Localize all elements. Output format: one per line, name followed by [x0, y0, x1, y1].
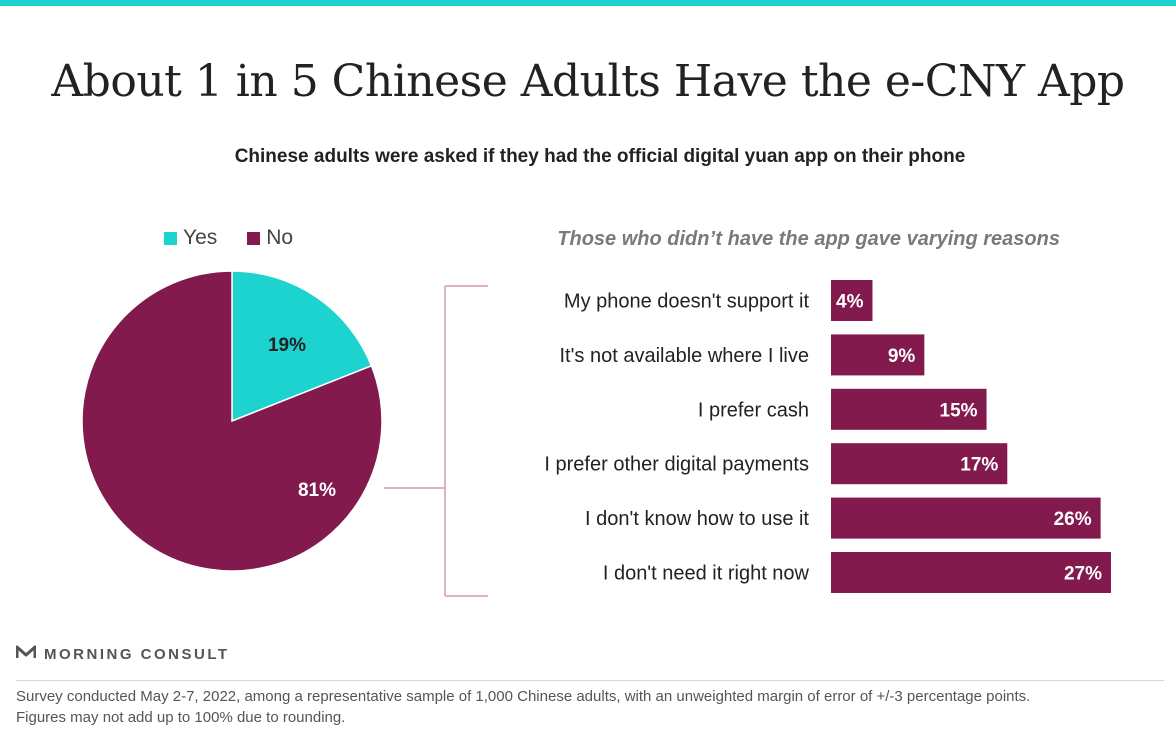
- pie-legend: Yes No: [164, 226, 323, 250]
- pie-label-yes: 19%: [268, 335, 306, 356]
- footnote-line-1: Survey conducted May 2-7, 2022, among a …: [16, 688, 1031, 705]
- bar-5: [831, 497, 1101, 539]
- legend-item-yes: Yes: [164, 226, 217, 250]
- bar-2: [831, 334, 925, 376]
- brand-footer: MORNING CONSULT: [15, 645, 230, 663]
- morning-consult-logo-icon: [15, 645, 37, 663]
- footer-divider: [16, 680, 1164, 681]
- legend-item-no: No: [247, 226, 293, 250]
- bar-value-label-4: 17%: [960, 455, 998, 476]
- bar-value-label-1: 4%: [836, 292, 864, 313]
- bar-value-label-6: 27%: [1064, 564, 1102, 585]
- bar-6: [831, 552, 1111, 593]
- bar-value-label-3: 15%: [940, 400, 978, 421]
- chart-subtitle: Chinese adults were asked if they had th…: [234, 146, 966, 167]
- bar-category-label-3: I prefer cash: [698, 399, 809, 421]
- bar-category-label-6: I don't need it right now: [603, 563, 810, 585]
- legend-swatch-no: [247, 231, 261, 245]
- bar-category-label-2: It's not available where I live: [559, 345, 809, 367]
- pie-slice-yes: [231, 270, 373, 423]
- legend-label-no: No: [266, 226, 294, 249]
- legend-swatch-yes: [164, 231, 177, 245]
- bar-category-label-1: My phone doesn't support it: [564, 291, 810, 313]
- pie-label-no: 81%: [298, 480, 336, 501]
- top-accent-bar: [0, 0, 1176, 6]
- bar-4: [831, 443, 1008, 485]
- legend-label-yes: Yes: [183, 226, 218, 249]
- bar-1: [831, 280, 873, 321]
- bar-category-label-4: I prefer other digital payments: [544, 454, 809, 476]
- footnote-line-2: Figures may not add up to 100% due to ro…: [16, 709, 346, 726]
- chart-title: About 1 in 5 Chinese Adults Have the e-C…: [51, 56, 1125, 107]
- bar-chart-title: Those who didn’t have the app gave varyi…: [557, 228, 1060, 250]
- bar-value-label-2: 9%: [888, 346, 916, 367]
- bar-3: [831, 388, 987, 430]
- bar-value-label-5: 26%: [1054, 509, 1092, 530]
- brand-name: MORNING CONSULT: [44, 645, 230, 663]
- footnote: Survey conducted May 2-7, 2022, among a …: [16, 686, 1030, 728]
- bar-category-label-5: I don't know how to use it: [585, 508, 809, 530]
- pie-slice-no: [81, 270, 383, 572]
